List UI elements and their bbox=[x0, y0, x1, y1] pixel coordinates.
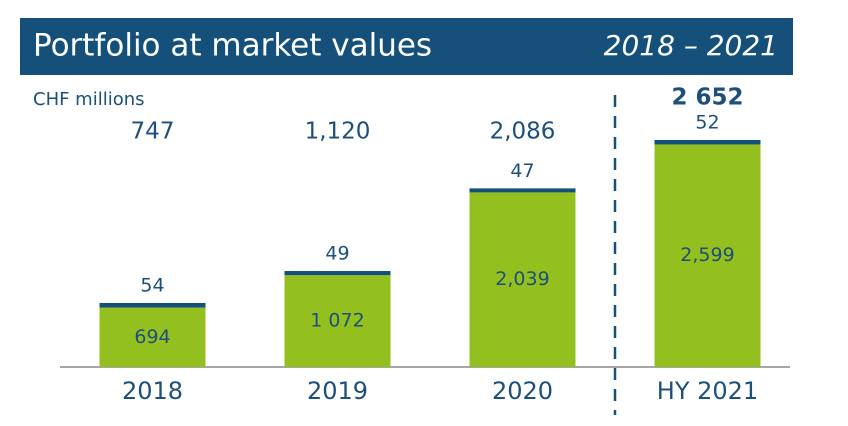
bar-segment bbox=[469, 188, 576, 193]
chart-subtitle: 2018 – 2021 bbox=[604, 29, 778, 62]
header-band bbox=[20, 18, 793, 75]
x-tick-label: 2018 bbox=[122, 377, 183, 405]
bar-segment bbox=[469, 192, 576, 367]
total-label: 2 652 bbox=[671, 85, 743, 111]
unit-label: CHF millions bbox=[33, 89, 145, 110]
bar-segment bbox=[284, 275, 391, 367]
x-tick-label: 2019 bbox=[307, 377, 368, 405]
value-label: 1 072 bbox=[310, 310, 364, 332]
value-label: 52 bbox=[695, 112, 719, 134]
value-label: 694 bbox=[134, 326, 170, 348]
x-tick-label: 2020 bbox=[492, 377, 553, 405]
total-label: 747 bbox=[131, 119, 175, 145]
bar-segment bbox=[99, 307, 206, 367]
total-label: 2,086 bbox=[490, 119, 556, 145]
value-label: 2,599 bbox=[680, 244, 734, 266]
value-label: 47 bbox=[510, 160, 534, 182]
total-label: 1,120 bbox=[305, 119, 371, 145]
x-tick-label: HY 2021 bbox=[657, 377, 758, 405]
value-label: 2,039 bbox=[495, 268, 549, 290]
value-label: 54 bbox=[140, 274, 164, 296]
value-label: 49 bbox=[325, 243, 349, 265]
bar-segment bbox=[99, 302, 206, 308]
bar-segment bbox=[654, 140, 761, 145]
bar-segment bbox=[654, 144, 761, 367]
bar-segment bbox=[284, 271, 391, 276]
chart-title: Portfolio at market values bbox=[33, 28, 432, 64]
